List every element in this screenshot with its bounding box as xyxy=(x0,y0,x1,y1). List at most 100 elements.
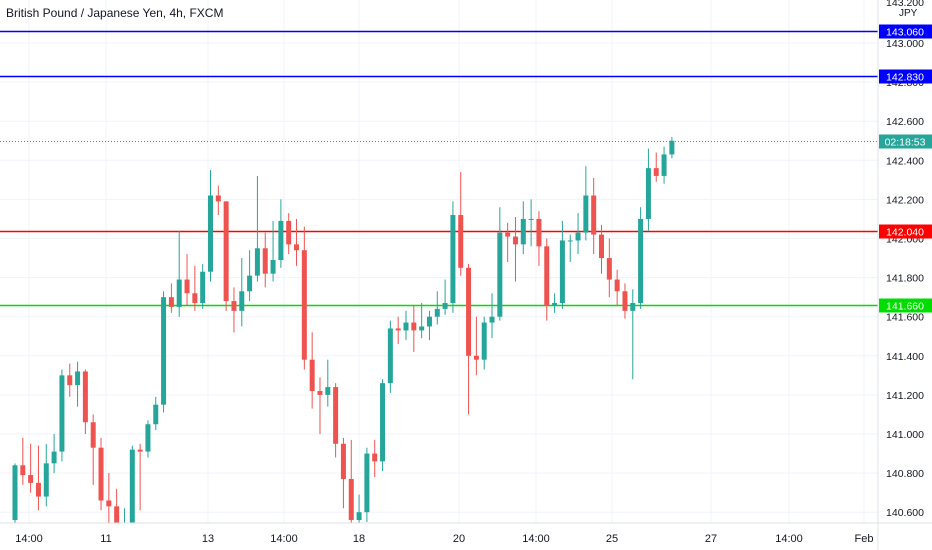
candle-body xyxy=(82,371,88,423)
candle-body xyxy=(215,195,221,202)
candle xyxy=(450,201,456,313)
candle xyxy=(473,316,479,376)
candle-body xyxy=(208,195,213,272)
candle-body xyxy=(669,140,675,155)
candle xyxy=(208,170,213,282)
candle xyxy=(552,293,558,313)
candle xyxy=(622,283,628,319)
candle xyxy=(528,199,534,247)
candle xyxy=(356,494,362,526)
candle xyxy=(380,379,386,472)
candle xyxy=(145,420,151,458)
candle-body xyxy=(176,279,182,307)
candle xyxy=(137,443,143,511)
candle-body xyxy=(512,236,518,245)
candle xyxy=(645,148,651,231)
candle xyxy=(512,216,518,282)
y-tick-label: 142.200 xyxy=(886,194,924,206)
candle xyxy=(82,369,88,434)
candle xyxy=(520,201,526,255)
candle-body xyxy=(43,463,49,497)
candle-body xyxy=(254,248,260,276)
candle-body xyxy=(403,322,409,331)
candle-body xyxy=(583,195,589,233)
candle-body xyxy=(145,424,151,452)
candle xyxy=(106,473,112,524)
candle-body xyxy=(645,168,651,219)
candle-body xyxy=(505,232,511,237)
candle-body xyxy=(200,271,206,304)
candle xyxy=(28,443,34,493)
level-price-label: 142.040 xyxy=(886,227,924,239)
candle xyxy=(239,258,245,327)
candle xyxy=(653,152,659,182)
x-tick-label: 11 xyxy=(100,533,111,545)
candle-body xyxy=(98,447,104,501)
candle xyxy=(75,361,81,407)
candle-body xyxy=(614,279,620,292)
candle xyxy=(35,445,41,511)
candle-body xyxy=(75,371,81,386)
price-axis[interactable]: 140.600 140.800 141.000 141.200 141.400 141.6… xyxy=(886,0,924,519)
time-axis[interactable]: 14:00 11 13 14:00 18 20 14:00 25 27 14:00 Feb xyxy=(15,533,873,545)
candle xyxy=(661,146,667,184)
candle-body xyxy=(395,328,401,331)
candle xyxy=(59,369,65,462)
candle xyxy=(544,238,550,321)
candle xyxy=(12,463,18,524)
y-tick-label: 141.600 xyxy=(886,312,924,324)
candle xyxy=(192,265,198,311)
candle xyxy=(231,287,237,333)
candle xyxy=(458,172,464,276)
candle xyxy=(567,234,573,262)
candle xyxy=(278,199,284,268)
candle-body xyxy=(426,316,432,327)
candle-body xyxy=(466,267,472,356)
x-tick-label: 25 xyxy=(606,533,618,545)
candle-body xyxy=(294,244,300,251)
candle-body xyxy=(153,404,159,425)
candle xyxy=(434,291,440,325)
countdown-label: 02:18:53 xyxy=(885,137,926,149)
candle xyxy=(90,414,96,485)
x-tick-label: 27 xyxy=(705,533,717,545)
candle-body xyxy=(270,260,276,274)
candle-body xyxy=(380,383,386,462)
candle-body xyxy=(90,422,96,448)
candle xyxy=(395,316,401,345)
horizontal-levels[interactable] xyxy=(0,30,878,307)
candle xyxy=(309,332,315,409)
currency-unit: JPY xyxy=(899,8,918,19)
level-price-label: 143.060 xyxy=(886,27,924,39)
candle-body xyxy=(567,240,573,242)
candle xyxy=(419,303,425,339)
candle-body xyxy=(575,232,581,241)
chart-title: British Pound / Japanese Yen, 4h, FXCM xyxy=(6,6,224,20)
candle-body xyxy=(20,465,26,476)
x-tick-label: 18 xyxy=(353,533,365,545)
candle xyxy=(294,218,300,266)
candle-body xyxy=(364,453,370,513)
x-tick-label: 14:00 xyxy=(15,533,43,545)
candle xyxy=(247,250,253,302)
candle-body xyxy=(497,232,503,317)
candle xyxy=(364,447,370,522)
candle xyxy=(489,293,495,339)
x-tick-label: 20 xyxy=(453,533,465,545)
time-axis-background xyxy=(0,523,878,550)
candle xyxy=(372,439,378,478)
candle xyxy=(606,238,612,298)
candle-body xyxy=(520,218,526,245)
candle-body xyxy=(184,279,190,294)
candle xyxy=(630,289,636,380)
candle-body xyxy=(286,220,292,245)
y-tick-label: 143.200 xyxy=(886,0,924,9)
candle-body xyxy=(653,168,659,176)
level-price-label: 142.830 xyxy=(886,72,924,84)
candle-body xyxy=(309,359,315,391)
y-tick-label: 141.400 xyxy=(886,351,924,363)
candle-body xyxy=(559,240,565,304)
candle xyxy=(20,437,26,485)
candle xyxy=(599,224,604,274)
